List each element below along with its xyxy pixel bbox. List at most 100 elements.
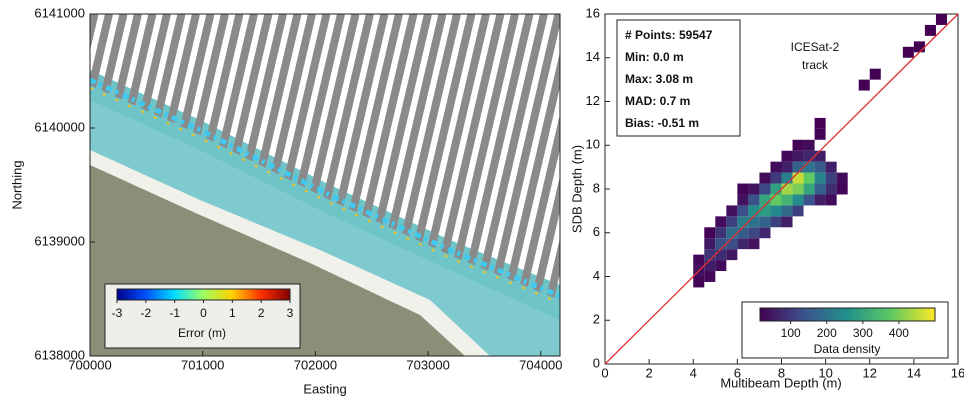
density-cell	[792, 161, 804, 173]
colorbar	[116, 288, 291, 301]
heatmap-cells	[693, 14, 947, 288]
density-cell	[803, 139, 815, 151]
density-cell	[759, 172, 771, 184]
density-cell	[748, 216, 760, 228]
density-cell	[814, 194, 826, 206]
density-cell	[737, 227, 749, 239]
y-tick-label: 10	[586, 137, 600, 152]
stat-text: MAD: 0.7 m	[625, 94, 690, 108]
density-cell	[858, 79, 870, 91]
y-tick-label: 14	[586, 49, 600, 64]
one-to-one-line	[604, 13, 959, 365]
density-cell	[770, 183, 782, 195]
density-cell	[781, 161, 793, 173]
density-cell	[759, 227, 771, 239]
colorbar-tick-label: 1	[229, 306, 236, 320]
colorbar-tick-label: 400	[889, 326, 909, 340]
colorbar-tick-label: 300	[853, 326, 873, 340]
density-cell	[803, 150, 815, 162]
x-tick-label: 6	[734, 365, 741, 380]
y-tick-label: 6139000	[34, 233, 85, 248]
colorbar-label: Error (m)	[178, 326, 226, 340]
density-cell	[737, 194, 749, 206]
density-cell	[737, 238, 749, 250]
y-tick-label: 6138000	[34, 347, 85, 362]
density-cell	[726, 238, 738, 250]
density-cell	[770, 216, 782, 228]
y-tick-label: 6140000	[34, 119, 85, 134]
density-cell	[814, 117, 826, 129]
density-cell	[693, 254, 705, 266]
density-cell	[803, 172, 815, 184]
density-cell	[781, 194, 793, 206]
density-cell	[715, 216, 727, 228]
density-cell	[781, 172, 793, 184]
colorbar-tick-label: 100	[781, 326, 801, 340]
density-cell	[781, 205, 793, 217]
density-cell	[748, 183, 760, 195]
density-cell	[781, 183, 793, 195]
density-cell	[935, 14, 947, 25]
density-cell	[803, 161, 815, 173]
density-cell	[770, 194, 782, 206]
x-tick-label: 4	[690, 365, 697, 380]
x-tick-label: 703000	[406, 357, 449, 372]
density-cell	[770, 205, 782, 217]
density-cell	[825, 194, 837, 206]
density-cell	[792, 194, 804, 206]
map-imagery	[90, 14, 560, 356]
y-axis-label: SDB Depth (m)	[569, 145, 584, 233]
colorbar-tick-label: 200	[817, 326, 837, 340]
x-tick-label: 14	[907, 365, 921, 380]
density-cell	[825, 183, 837, 195]
density-cell	[759, 194, 771, 206]
y-tick-label: 16	[586, 5, 600, 20]
density-cell	[759, 205, 771, 217]
density-cell	[770, 161, 782, 173]
density-cell	[770, 172, 782, 184]
colorbar-tick-label: -1	[169, 306, 180, 320]
density-cell	[792, 205, 804, 217]
density-cell	[715, 260, 727, 272]
colorbar-label: Data density	[814, 342, 881, 356]
x-tick-label: 0	[601, 365, 608, 380]
density-cell	[693, 276, 705, 288]
colorbar-tick-label: -2	[140, 306, 151, 320]
map-frame	[89, 13, 561, 357]
density-cell	[704, 238, 716, 250]
density-cell	[803, 183, 815, 195]
y-tick-label: 8	[593, 180, 600, 195]
colorbar	[759, 307, 936, 322]
density-cell	[759, 216, 771, 228]
density-cell	[726, 249, 738, 261]
density-cell	[792, 172, 804, 184]
density-cell	[825, 161, 837, 173]
density-cell	[715, 227, 727, 239]
density-cell	[737, 183, 749, 195]
density-cell	[704, 260, 716, 272]
x-tick-label: 12	[863, 365, 877, 380]
density-cell	[704, 271, 716, 282]
x-axis-label: Easting	[303, 381, 346, 396]
stat-text: Max: 3.08 m	[625, 72, 693, 86]
y-tick-label: 2	[593, 312, 600, 327]
density-cell	[737, 205, 749, 217]
y-tick-label: 12	[586, 93, 600, 108]
colorbar-tick-label: 0	[200, 306, 207, 320]
density-cell	[715, 238, 727, 250]
density-cell	[704, 227, 716, 239]
x-tick-label: 2	[646, 365, 653, 380]
x-tick-label: 10	[818, 365, 832, 380]
density-cell	[748, 227, 760, 239]
colorbar-tick-label: -3	[112, 306, 123, 320]
density-cell	[759, 183, 771, 195]
density-cell	[704, 249, 716, 261]
x-tick-label: 704000	[519, 357, 562, 372]
density-cell	[869, 68, 881, 80]
density-cell	[726, 205, 738, 217]
density-cell	[814, 128, 826, 140]
density-cell	[748, 238, 760, 250]
density-cell	[814, 150, 826, 162]
annotation: ICESat-2	[791, 40, 840, 54]
